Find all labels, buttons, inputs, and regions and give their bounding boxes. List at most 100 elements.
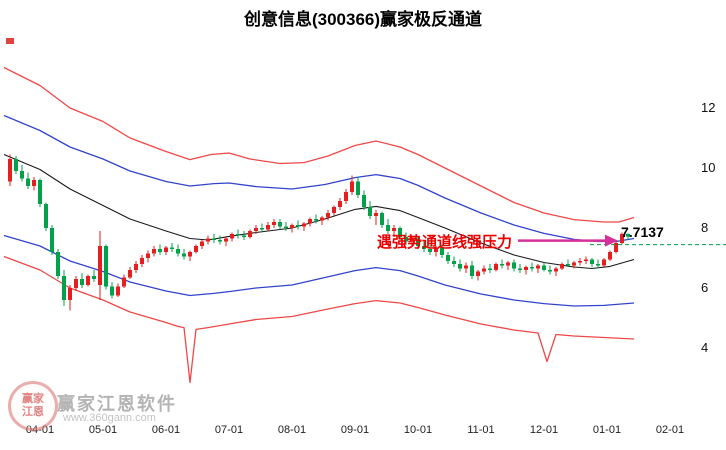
logo-text: 赢家 江恩 bbox=[22, 393, 44, 418]
candle-down bbox=[50, 228, 54, 252]
candle-up bbox=[494, 264, 498, 270]
candle-up bbox=[122, 277, 126, 287]
candle-down bbox=[44, 204, 48, 228]
candle-down bbox=[404, 237, 408, 242]
candle-up bbox=[464, 265, 468, 269]
candle-down bbox=[518, 268, 522, 270]
candle-up bbox=[74, 279, 78, 288]
candle-down bbox=[368, 207, 372, 216]
candle-up bbox=[116, 286, 120, 296]
candle-up bbox=[140, 258, 144, 264]
pressure-arrow-head bbox=[605, 234, 618, 247]
candle-down bbox=[38, 180, 42, 204]
candle-up bbox=[536, 265, 540, 269]
candle-up bbox=[344, 192, 348, 201]
candle-up bbox=[332, 207, 336, 213]
candle-down bbox=[218, 240, 222, 242]
candle-up bbox=[476, 271, 480, 276]
candle-down bbox=[386, 225, 390, 231]
candle-up bbox=[572, 262, 576, 266]
candle-up bbox=[128, 270, 132, 278]
candle-up bbox=[374, 213, 378, 216]
candle-up bbox=[32, 180, 36, 186]
candle-down bbox=[212, 238, 216, 240]
candle-down bbox=[416, 238, 420, 246]
candle-up bbox=[272, 222, 276, 225]
candle-up bbox=[224, 238, 228, 242]
channel-line-upper-blue-channel bbox=[3, 114, 635, 243]
candle-down bbox=[446, 255, 450, 261]
candle-down bbox=[500, 264, 504, 266]
candle-down bbox=[626, 234, 630, 237]
candle-up bbox=[194, 246, 198, 252]
candle-up bbox=[8, 159, 12, 182]
candle-up bbox=[614, 243, 618, 252]
candle-down bbox=[176, 249, 180, 254]
candle-down bbox=[530, 267, 534, 269]
logo-text-bottom: 江恩 bbox=[22, 406, 44, 418]
candle-up bbox=[554, 268, 558, 272]
candle-up bbox=[98, 246, 102, 285]
watermark-brand-text: 赢家江恩软件 bbox=[57, 394, 177, 414]
candle-down bbox=[458, 264, 462, 269]
candle-up bbox=[560, 264, 564, 269]
winner-gann-logo-icon: 赢家 江恩 bbox=[8, 381, 58, 431]
candle-down bbox=[260, 228, 264, 230]
candle-up bbox=[608, 252, 612, 260]
candle-up bbox=[584, 259, 588, 261]
current-price-label: 7.7137 bbox=[621, 224, 664, 240]
clipped-candle-artifact bbox=[6, 38, 14, 44]
candle-up bbox=[152, 249, 156, 254]
candle-down bbox=[110, 286, 114, 296]
logo-text-top: 赢家 bbox=[22, 393, 44, 406]
candle-up bbox=[164, 247, 168, 252]
candle-up bbox=[308, 219, 312, 224]
candle-up bbox=[206, 238, 210, 242]
candle-down bbox=[362, 195, 366, 207]
candle-down bbox=[170, 247, 174, 249]
candle-up bbox=[578, 261, 582, 263]
candle-down bbox=[380, 213, 384, 225]
candle-up bbox=[302, 223, 306, 227]
candle-down bbox=[356, 181, 360, 195]
candle-up bbox=[350, 181, 354, 192]
channel-line-lower-red-channel bbox=[3, 255, 635, 384]
candle-down bbox=[512, 262, 516, 269]
candle-up bbox=[86, 276, 90, 285]
candle-down bbox=[26, 178, 30, 186]
candle-down bbox=[596, 264, 600, 266]
candle-down bbox=[284, 226, 288, 228]
candle-up bbox=[230, 234, 234, 239]
candle-up bbox=[482, 268, 486, 272]
watermark-url-text: www.360gann.com bbox=[63, 412, 156, 424]
candle-down bbox=[20, 171, 24, 179]
candle-down bbox=[14, 159, 18, 171]
candle-down bbox=[314, 219, 318, 221]
candle-down bbox=[590, 259, 594, 264]
candle-down bbox=[56, 252, 60, 276]
candle-down bbox=[398, 228, 402, 237]
candle-down bbox=[104, 246, 108, 287]
candle-up bbox=[620, 234, 624, 243]
candle-up bbox=[410, 238, 414, 242]
candle-down bbox=[278, 222, 282, 227]
candle-up bbox=[68, 288, 72, 300]
channel-line-lower-blue-channel bbox=[3, 234, 635, 307]
channel-line-black-midline bbox=[3, 153, 635, 270]
pressure-annotation-text: 遇强势通道线强压力 bbox=[377, 234, 513, 251]
candle-down bbox=[488, 268, 492, 270]
candle-up bbox=[392, 228, 396, 231]
candle-down bbox=[158, 249, 162, 252]
chart-title: 创意信息(300366)赢家极反通道 bbox=[243, 10, 483, 29]
candle-down bbox=[542, 265, 546, 270]
candle-up bbox=[266, 225, 270, 230]
candle-down bbox=[80, 279, 84, 285]
candle-down bbox=[452, 261, 456, 264]
candle-up bbox=[290, 225, 294, 228]
candle-down bbox=[242, 235, 246, 237]
candle-up bbox=[506, 262, 510, 266]
candle-up bbox=[326, 213, 330, 218]
channel-line-upper-red-channel bbox=[3, 66, 635, 223]
candle-down bbox=[236, 234, 240, 236]
